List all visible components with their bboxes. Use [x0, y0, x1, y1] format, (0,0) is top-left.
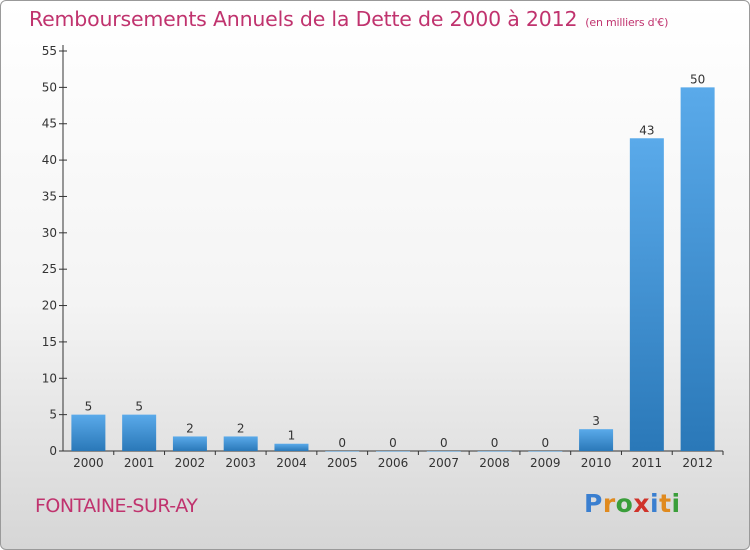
logo-letter: t	[659, 489, 672, 518]
chart-title-unit: (en milliers d'€)	[585, 16, 669, 29]
x-tick-label: 2012	[682, 456, 713, 470]
chart-title-text: Remboursements Annuels de la Dette de 20…	[29, 7, 578, 31]
x-tick-label: 2002	[175, 456, 206, 470]
bar	[376, 451, 410, 452]
x-tick-label: 2011	[632, 456, 663, 470]
logo-letter: i	[650, 489, 660, 518]
bar	[629, 138, 664, 452]
bar	[71, 414, 106, 451]
bar-value-label: 5	[135, 400, 143, 414]
y-tick-label: 25	[42, 262, 57, 276]
bar-value-label: 0	[389, 436, 397, 450]
bar	[223, 436, 258, 451]
commune-name: FONTAINE-SUR-AY	[35, 495, 198, 517]
y-tick-label: 55	[42, 44, 57, 58]
bar	[528, 451, 563, 452]
bar	[477, 451, 512, 452]
y-tick-label: 45	[42, 117, 57, 131]
y-tick-label: 35	[42, 189, 57, 203]
bar	[325, 451, 360, 452]
x-tick-label: 2005	[327, 456, 358, 470]
bar	[122, 414, 157, 451]
y-tick-label: 15	[42, 335, 57, 349]
bar-value-label: 43	[639, 123, 654, 137]
y-tick-label: 5	[49, 408, 57, 422]
y-tick-label: 30	[42, 226, 57, 240]
bar-value-label: 5	[85, 400, 93, 414]
x-tick-label: 2010	[581, 456, 612, 470]
x-tick-label: 2008	[479, 456, 510, 470]
bar-value-label: 2	[186, 421, 194, 435]
bar-value-label: 1	[288, 429, 296, 443]
x-tick-label: 2000	[73, 456, 104, 470]
bar	[680, 87, 715, 451]
bar-value-label: 0	[440, 436, 448, 450]
x-tick-label: 2004	[276, 456, 307, 470]
y-tick-label: 40	[42, 153, 57, 167]
logo-letter: x	[633, 489, 650, 518]
logo-letter: r	[602, 489, 616, 518]
bar-value-label: 0	[338, 436, 346, 450]
y-tick-label: 50	[42, 80, 57, 94]
proxiti-logo: Proxiti	[584, 489, 681, 518]
bar	[426, 451, 461, 452]
logo-letter: o	[615, 489, 634, 518]
bar	[172, 436, 207, 451]
y-tick-label: 20	[42, 299, 57, 313]
bar-value-label: 50	[690, 72, 705, 86]
x-tick-label: 2003	[225, 456, 256, 470]
chart-title: Remboursements Annuels de la Dette de 20…	[29, 7, 668, 31]
y-tick-label: 10	[42, 371, 57, 385]
logo-letter: P	[584, 489, 603, 518]
x-tick-label: 2006	[378, 456, 409, 470]
logo-letter: i	[671, 489, 681, 518]
x-tick-label: 2007	[428, 456, 459, 470]
bar-value-label: 2	[237, 421, 245, 435]
bar-value-label: 0	[491, 436, 499, 450]
bar	[579, 429, 614, 451]
bar-value-label: 3	[592, 414, 600, 428]
bar-value-label: 0	[541, 436, 549, 450]
x-tick-label: 2001	[124, 456, 155, 470]
bar	[274, 443, 309, 451]
y-tick-label: 0	[49, 444, 57, 458]
x-tick-label: 2009	[530, 456, 561, 470]
